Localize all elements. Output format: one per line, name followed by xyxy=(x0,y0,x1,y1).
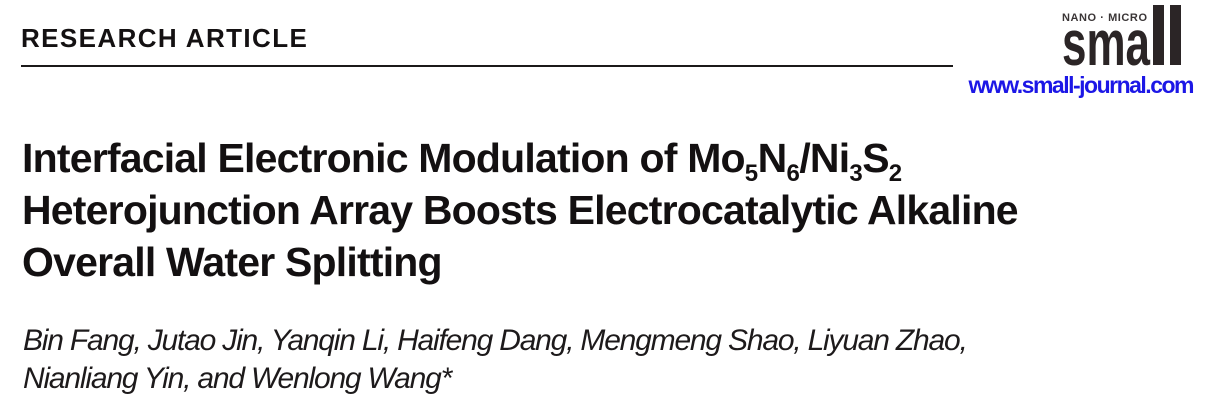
title-line-2: Heterojunction Array Boosts Electrocatal… xyxy=(22,187,1019,233)
authors-line-1: Bin Fang, Jutao Jin, Yanqin Li, Haifeng … xyxy=(23,324,968,357)
title-text-segment: N xyxy=(757,135,788,181)
paper-title: Interfacial Electronic Modulation of Mo5… xyxy=(22,132,1019,288)
wordmark-l-bar-icon xyxy=(1170,5,1181,65)
title-subscript: 6 xyxy=(786,160,800,187)
journal-website-link[interactable]: www.small-journal.com xyxy=(968,72,1194,98)
research-article-label: RESEARCH ARTICLE xyxy=(21,23,309,53)
title-text-segment: Interfacial Electronic Modulation of Mo xyxy=(22,135,746,181)
journal-logo: NANO · MICRO sma xyxy=(1062,4,1182,79)
title-subscript: 3 xyxy=(849,160,863,187)
title-subscript: 5 xyxy=(744,160,758,187)
title-subscript: 2 xyxy=(888,160,902,187)
wordmark-l-bar-icon xyxy=(1153,5,1164,65)
nano-micro-tagline: NANO · MICRO xyxy=(1062,12,1147,24)
paper-authors: Bin Fang, Jutao Jin, Yanqin Li, Haifeng … xyxy=(23,322,968,398)
header-rule xyxy=(21,65,953,67)
title-text-segment: S xyxy=(862,135,889,181)
small-logo-graphic: NANO · MICRO sma xyxy=(1062,5,1181,79)
title-line-1: Interfacial Electronic Modulation of Mo5… xyxy=(22,132,1018,187)
title-text-segment: /Ni xyxy=(799,135,850,181)
authors-line-2: Nianliang Yin, and Wenlong Wang* xyxy=(23,362,452,395)
title-line-3: Overall Water Splitting xyxy=(22,239,443,285)
small-wordmark-text: sma xyxy=(1062,7,1150,66)
